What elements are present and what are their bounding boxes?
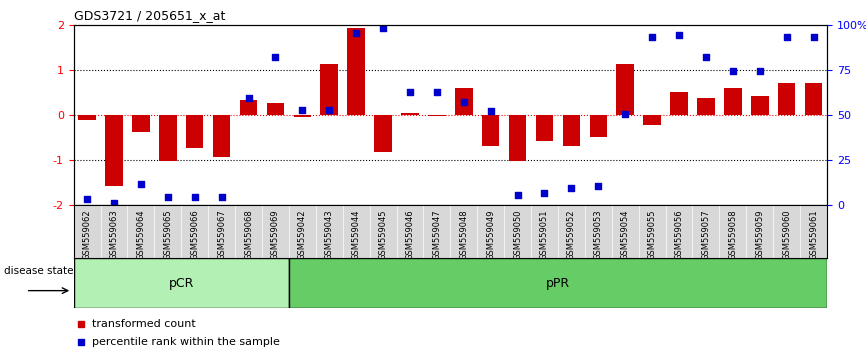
- Point: [376, 25, 390, 31]
- Text: GSM559047: GSM559047: [432, 210, 442, 260]
- Point: [753, 68, 766, 74]
- Text: GDS3721 / 205651_x_at: GDS3721 / 205651_x_at: [74, 9, 225, 22]
- Point: [215, 194, 229, 200]
- Point: [161, 194, 175, 200]
- Point: [242, 95, 255, 101]
- Text: GSM559061: GSM559061: [809, 210, 818, 260]
- Text: pPR: pPR: [546, 277, 570, 290]
- Text: GSM559045: GSM559045: [378, 210, 388, 260]
- Point: [672, 32, 686, 38]
- Text: GSM559043: GSM559043: [325, 210, 333, 260]
- Text: GSM559042: GSM559042: [298, 210, 307, 260]
- Text: GSM559067: GSM559067: [217, 210, 226, 260]
- Text: GSM559062: GSM559062: [82, 210, 92, 260]
- Bar: [186, 115, 204, 148]
- Bar: [240, 100, 257, 115]
- Text: GSM559055: GSM559055: [648, 210, 656, 260]
- Text: GSM559063: GSM559063: [109, 210, 119, 260]
- Bar: [320, 64, 338, 115]
- Bar: [805, 84, 823, 115]
- Bar: [213, 115, 230, 156]
- Point: [322, 107, 336, 113]
- Text: GSM559069: GSM559069: [271, 210, 280, 260]
- Point: [618, 111, 632, 117]
- Bar: [267, 103, 284, 115]
- Text: GSM559056: GSM559056: [675, 210, 683, 260]
- Bar: [697, 98, 714, 115]
- Text: GSM559048: GSM559048: [459, 210, 469, 260]
- Text: GSM559046: GSM559046: [405, 210, 415, 260]
- Text: GSM559058: GSM559058: [728, 210, 737, 260]
- Bar: [401, 113, 418, 115]
- Text: GSM559044: GSM559044: [352, 210, 360, 260]
- Bar: [509, 115, 527, 161]
- Point: [726, 68, 740, 74]
- Bar: [289, 258, 827, 308]
- Text: GSM559068: GSM559068: [244, 210, 253, 260]
- Bar: [617, 64, 634, 115]
- Point: [591, 183, 605, 189]
- Bar: [590, 115, 607, 137]
- Bar: [536, 115, 553, 141]
- Text: disease state: disease state: [3, 266, 74, 276]
- Text: GSM559049: GSM559049: [486, 210, 495, 260]
- Point: [457, 99, 471, 105]
- Bar: [455, 88, 473, 115]
- Bar: [724, 88, 741, 115]
- Bar: [132, 115, 150, 132]
- Bar: [482, 115, 500, 146]
- Text: GSM559065: GSM559065: [164, 210, 172, 260]
- Text: GSM559059: GSM559059: [755, 210, 765, 260]
- Point: [430, 89, 443, 95]
- Point: [134, 181, 148, 187]
- Text: GSM559054: GSM559054: [621, 210, 630, 260]
- Text: percentile rank within the sample: percentile rank within the sample: [93, 337, 281, 348]
- Text: GSM559057: GSM559057: [701, 210, 710, 260]
- Bar: [74, 258, 289, 308]
- Point: [349, 30, 363, 36]
- Point: [645, 35, 659, 40]
- Text: GSM559051: GSM559051: [540, 210, 549, 260]
- Point: [403, 89, 417, 95]
- Point: [806, 35, 820, 40]
- Text: GSM559050: GSM559050: [513, 210, 522, 260]
- Point: [107, 200, 121, 206]
- Text: GSM559052: GSM559052: [567, 210, 576, 260]
- Point: [484, 109, 498, 114]
- Point: [295, 107, 309, 113]
- Bar: [428, 115, 446, 116]
- Point: [81, 196, 94, 201]
- Bar: [563, 115, 580, 146]
- Bar: [778, 84, 795, 115]
- Text: GSM559066: GSM559066: [191, 210, 199, 260]
- Point: [511, 193, 525, 198]
- Point: [268, 55, 282, 60]
- Point: [538, 190, 552, 195]
- Point: [188, 194, 202, 200]
- Text: pCR: pCR: [169, 277, 194, 290]
- Point: [699, 55, 713, 60]
- Text: GSM559064: GSM559064: [136, 210, 145, 260]
- Point: [779, 35, 793, 40]
- Bar: [751, 96, 768, 115]
- Bar: [294, 115, 311, 117]
- Bar: [78, 115, 96, 120]
- Point: [565, 185, 578, 191]
- Text: GSM559060: GSM559060: [782, 210, 792, 260]
- Bar: [643, 115, 661, 125]
- Bar: [347, 28, 365, 115]
- Text: transformed count: transformed count: [93, 319, 197, 329]
- Bar: [374, 115, 391, 152]
- Text: GSM559053: GSM559053: [594, 210, 603, 260]
- Bar: [159, 115, 177, 161]
- Bar: [106, 115, 123, 186]
- Bar: [670, 92, 688, 115]
